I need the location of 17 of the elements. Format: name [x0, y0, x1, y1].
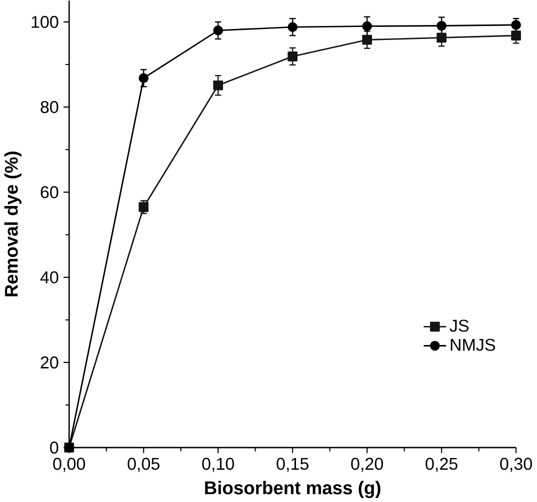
x-tick-label: 0,05	[128, 458, 160, 472]
y-tick-label: 40	[40, 271, 58, 284]
legend-label: JS	[450, 320, 469, 332]
y-tick-label: 20	[40, 356, 58, 368]
y-tick-label: 80	[40, 100, 58, 113]
x-tick-label: 0,30	[500, 458, 532, 472]
legend-label: NMJS	[450, 338, 496, 351]
x-tick-label: 0,25	[426, 458, 458, 472]
y-tick-label: 0	[50, 441, 58, 454]
x-axis-title: Biosorbent mass (g)	[205, 480, 380, 498]
x-tick-label: 0,20	[351, 458, 383, 472]
y-axis-title: Removal dye (%)	[4, 151, 22, 296]
x-tick-label: 0,00	[53, 458, 86, 472]
x-tick-label: 0,15	[276, 458, 308, 472]
y-tick-label: 100	[32, 16, 58, 28]
x-tick-label: 0,10	[202, 458, 234, 472]
y-tick-label: 60	[40, 186, 58, 198]
